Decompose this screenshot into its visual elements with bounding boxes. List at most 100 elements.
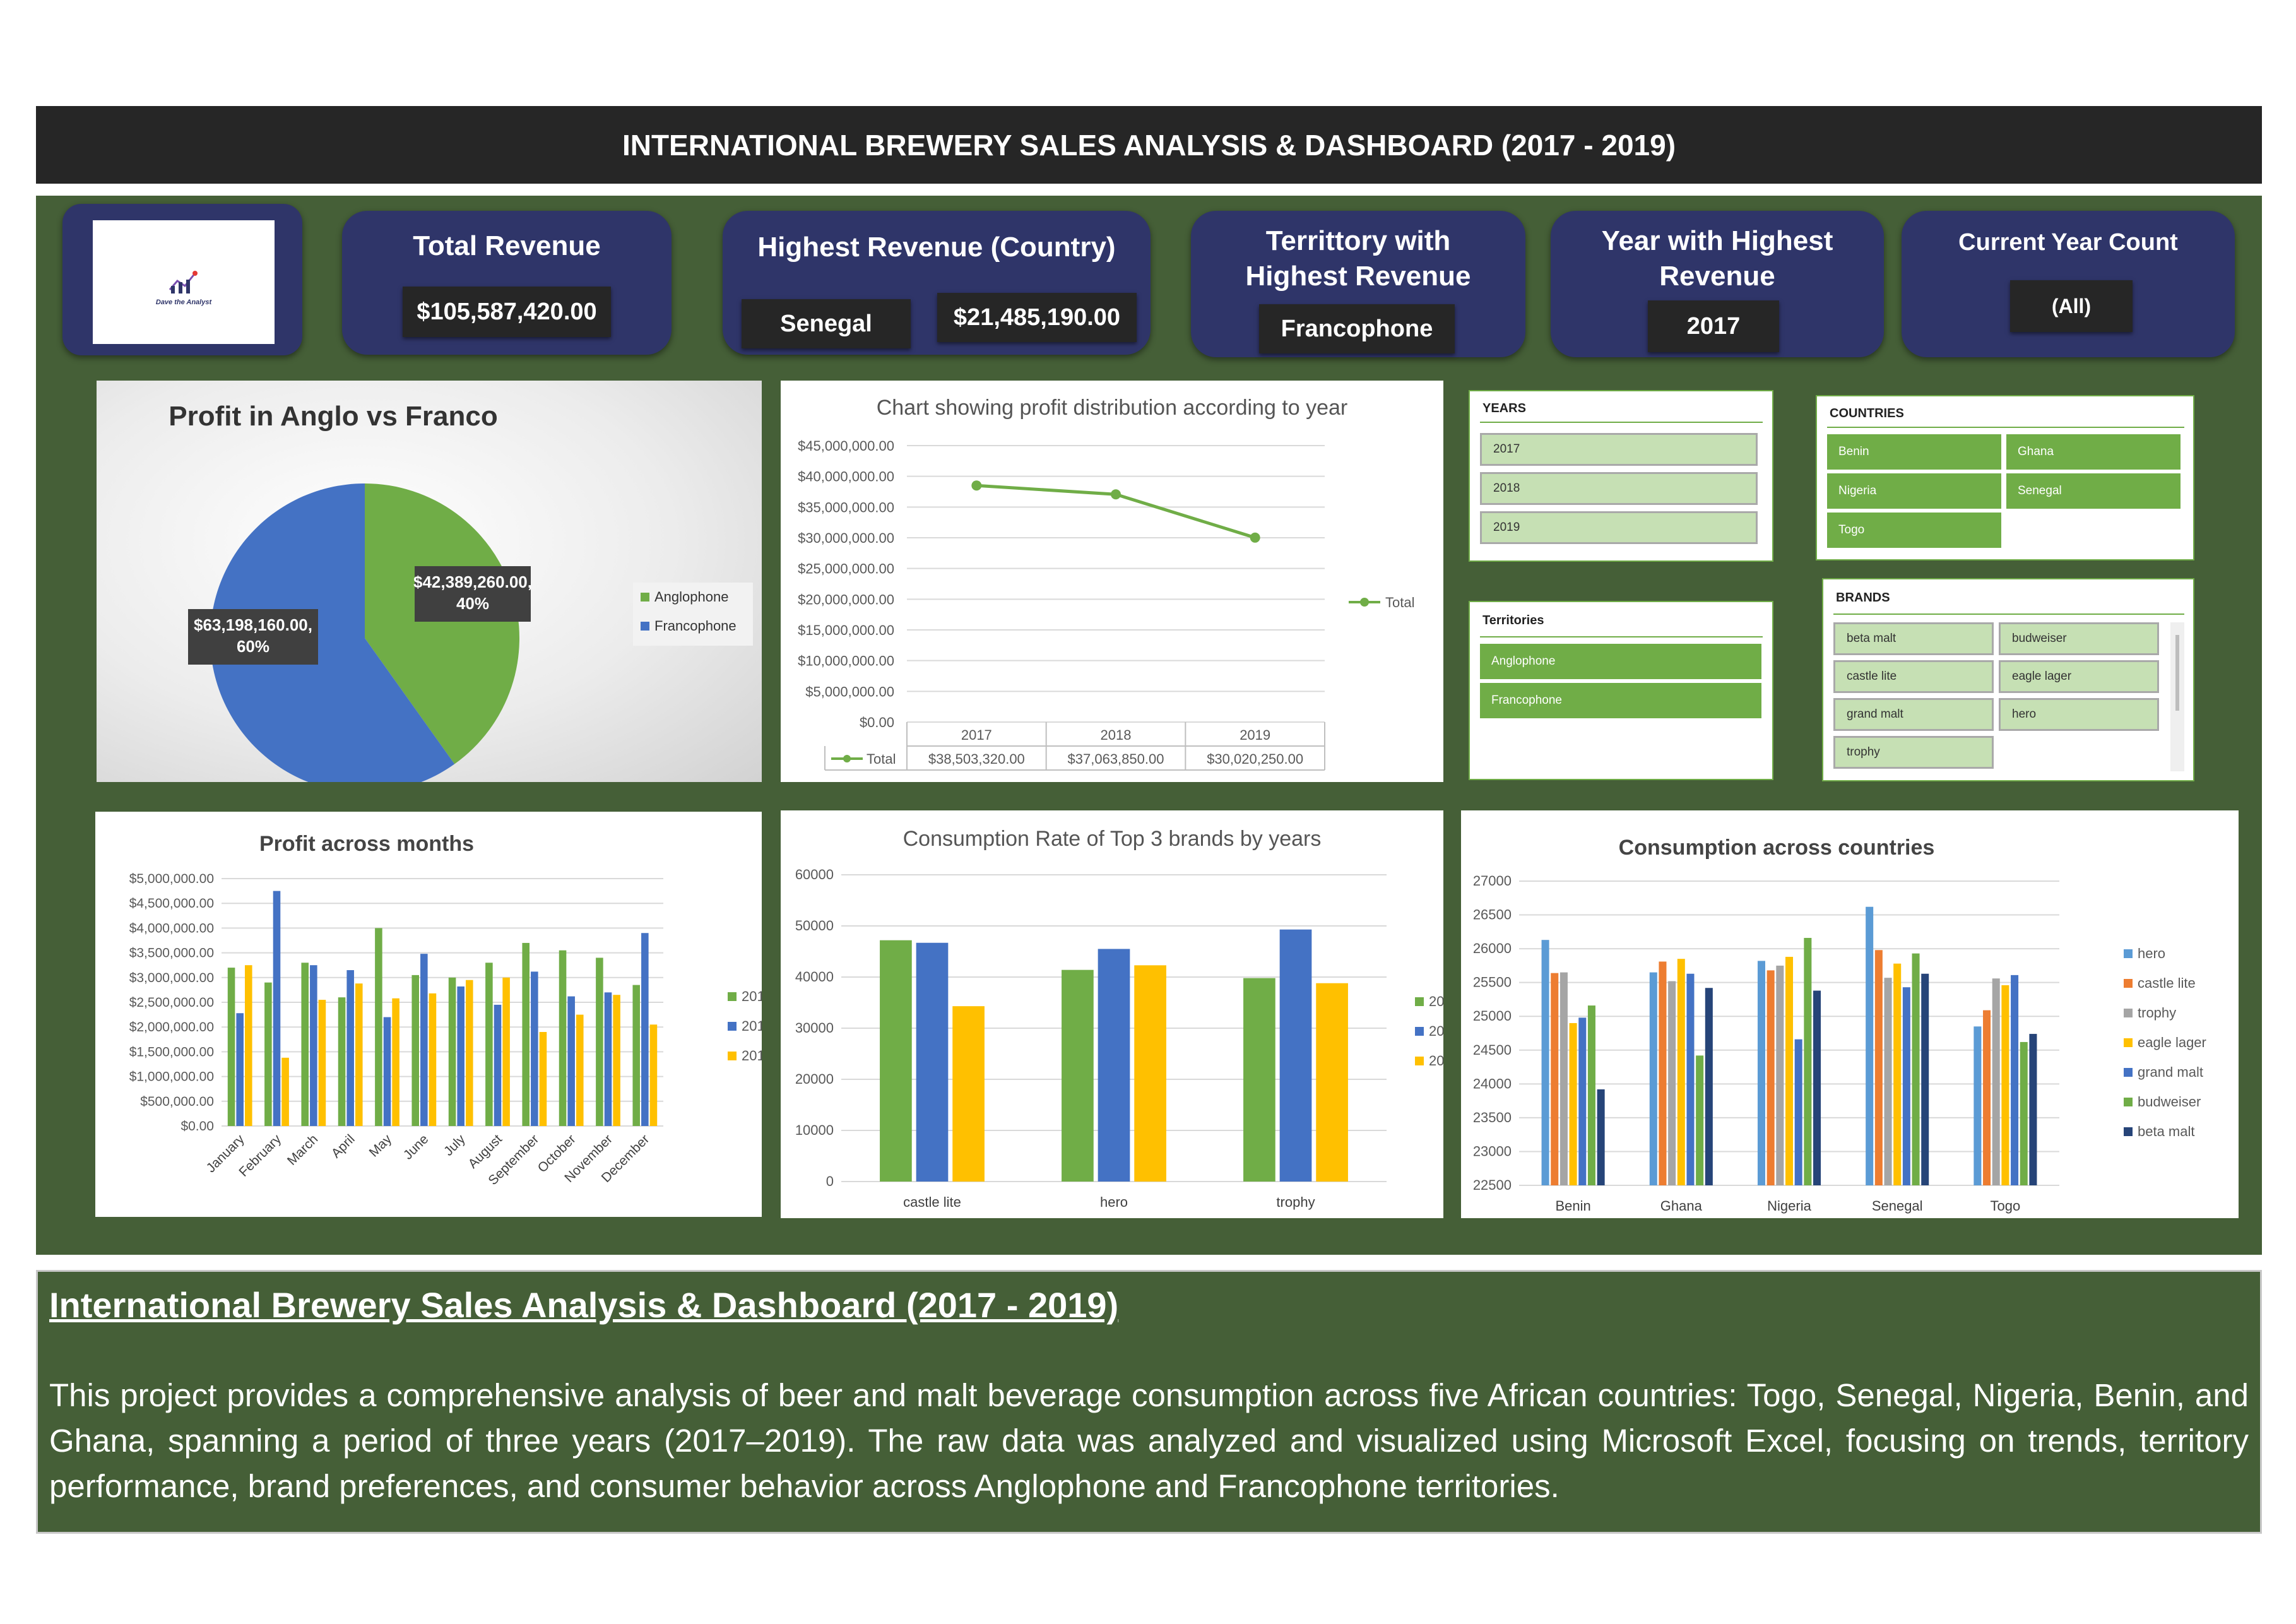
months-bar-2018-december (641, 933, 649, 1126)
brands-bar-2017-castle-lite (880, 940, 912, 1182)
yearly-profit-chart-panel: Chart showing profit distribution accord… (781, 381, 1443, 782)
countries-chart-title: Consumption across countries (1618, 836, 1935, 860)
brand-option-hero[interactable]: hero (1999, 698, 2159, 731)
countries-bar-budweiser-togo (2020, 1041, 2028, 1185)
highest-country-name: Senegal (742, 299, 911, 348)
brands-scrollbar[interactable] (2170, 622, 2184, 771)
brands-slicer: BRANDS beta malt budweiser castle lite e… (1822, 578, 2194, 781)
brands-legend-label-2019: 2019 (1429, 1053, 1443, 1069)
country-option-benin[interactable]: Benin (1827, 434, 2001, 470)
line-xtick-label-2018: 2018 (1101, 727, 1132, 743)
pie-data-label-anglophone-line-1: 40% (456, 594, 489, 613)
line-ytick-label-3: $15,000,000.00 (798, 622, 894, 638)
brand-option-grand-malt[interactable]: grand malt (1833, 698, 1994, 731)
territory-label: Territtory with Highest Revenue (1245, 225, 1471, 292)
country-option-togo[interactable]: Togo (1827, 513, 2001, 548)
line-point-2017 (971, 480, 982, 491)
total-revenue-card: Total Revenue $105,587,420.00 (342, 211, 672, 355)
current-year-card: Current Year Count (All) (1902, 211, 2235, 357)
brand-option-budweiser[interactable]: budweiser (1999, 622, 2159, 655)
months-xtick-label-april: April (329, 1132, 358, 1161)
line-ytick-label-4: $20,000,000.00 (798, 591, 894, 607)
countries-legend-label-eagle-lager: eagle lager (2138, 1034, 2206, 1050)
pie-slice-francophone (210, 483, 455, 782)
brands-bar-2018-trophy (1279, 929, 1312, 1182)
months-legend-label-2017: 2017 (742, 988, 762, 1004)
months-bar-2018-april (346, 970, 354, 1126)
pie-data-label-francophone-line-0: $63,198,160.00, (194, 615, 312, 634)
months-bar-2018-november (604, 992, 612, 1126)
yearly-line-chart: $0.00 $5,000,000.00 $10,000,000.00 $15,000,… (798, 438, 1414, 771)
country-option-ghana[interactable]: Ghana (2006, 434, 2181, 470)
months-bar-2017-november (596, 957, 603, 1126)
countries-bar-trophy-togo (1992, 978, 2000, 1185)
brands-chart-title: Consumption Rate of Top 3 brands by year… (902, 827, 1322, 851)
months-bar-2019-february (281, 1057, 289, 1126)
months-bar-2018-june (420, 954, 428, 1126)
countries-legend-swatch-eagle-lager (2124, 1038, 2133, 1047)
months-bar-2019-august (502, 977, 510, 1126)
countries-bar-beta-malt-senegal (1921, 973, 1929, 1185)
pie-legend-label-anglophone: Anglophone (654, 589, 728, 605)
brand-option-castle-lite[interactable]: castle lite (1833, 660, 1994, 693)
description-title: International Brewery Sales Analysis & D… (49, 1285, 1119, 1325)
brand-option-trophy[interactable]: trophy (1833, 736, 1994, 769)
highest-country-value: $21,485,190.00 (937, 293, 1137, 342)
territory-option-anglophone[interactable]: Anglophone (1480, 644, 1761, 679)
line-table-value-2017: $38,503,320.00 (928, 751, 1025, 767)
pie-legend-swatch-francophone (641, 622, 649, 631)
months-bar-2018-february (273, 891, 281, 1126)
pie-chart: $42,389,260.00, 40% $63,198,160.00, 60% Angl… (188, 483, 753, 782)
countries-bar-eagle-lager-togo (2001, 985, 2009, 1185)
months-bar-2018-july (457, 986, 465, 1126)
brands-bar-chart: 0 10000 20000 30000 40000 50000 60000 castle li… (795, 867, 1443, 1210)
months-bar-2018-october (567, 996, 575, 1126)
months-bar-2019-january (244, 965, 252, 1126)
months-bar-2018-march (310, 965, 317, 1126)
territory-card: Territtory with Highest Revenue Francoph… (1191, 211, 1525, 357)
months-ytick-label-5: $2,500,000.00 (129, 995, 214, 1010)
line-point-2018 (1111, 489, 1121, 500)
territories-slicer-title: Territories (1482, 613, 1544, 627)
current-year-label: Current Year Count (1958, 229, 2178, 256)
line-ytick-label-2: $10,000,000.00 (798, 653, 894, 669)
countries-bar-trophy-nigeria (1776, 965, 1784, 1185)
months-xtick-label-june: June (401, 1132, 431, 1162)
months-legend-label-2019: 2019 (742, 1048, 762, 1064)
months-bar-2017-january (227, 968, 235, 1126)
country-option-nigeria[interactable]: Nigeria (1827, 473, 2001, 509)
line-ytick-label-7: $35,000,000.00 (798, 499, 894, 515)
year-option-2018[interactable]: 2018 (1480, 472, 1758, 505)
year-option-2019[interactable]: 2019 (1480, 511, 1758, 544)
brands-bar-2017-hero (1062, 969, 1094, 1182)
countries-xtick-label-benin: Benin (1555, 1198, 1590, 1214)
countries-bar-grand-malt-senegal (1902, 987, 1910, 1185)
line-table-value-2019: $30,020,250.00 (1207, 751, 1303, 767)
line-ytick-label-8: $40,000,000.00 (798, 469, 894, 485)
current-year-value[interactable]: (All) (2010, 280, 2133, 332)
months-ytick-label-3: $1,500,000.00 (129, 1045, 214, 1059)
months-bar-2019-may (392, 998, 399, 1126)
months-legend-swatch-2017 (728, 992, 737, 1001)
brand-option-eagle-lager[interactable]: eagle lager (1999, 660, 2159, 693)
country-option-senegal[interactable]: Senegal (2006, 473, 2181, 509)
countries-legend-label-grand-malt: grand malt (2138, 1064, 2203, 1080)
months-bar-2018-august (494, 1004, 502, 1126)
pie-legend-label-francophone: Francophone (654, 618, 737, 634)
line-ytick-label-5: $25,000,000.00 (798, 561, 894, 577)
years-slicer: YEARS 2017 2018 2019 (1469, 390, 1773, 562)
brand-option-beta-malt[interactable]: beta malt (1833, 622, 1994, 655)
countries-ytick-label-5: 25000 (1473, 1008, 1512, 1024)
year-option-2017[interactable]: 2017 (1480, 433, 1758, 466)
countries-bar-castle-lite-ghana (1659, 961, 1667, 1185)
pie-data-label-box-anglophone (415, 566, 531, 622)
months-bar-2018-may (383, 1017, 391, 1126)
countries-ytick-label-9: 27000 (1473, 873, 1512, 889)
brands-chart-panel: Consumption Rate of Top 3 brands by year… (781, 810, 1443, 1218)
countries-bar-grand-malt-benin (1578, 1017, 1587, 1185)
countries-ytick-label-8: 26500 (1473, 907, 1512, 923)
territory-option-francophone[interactable]: Francophone (1480, 683, 1761, 718)
months-bar-2019-september (539, 1032, 547, 1126)
countries-legend-label-hero: hero (2138, 945, 2165, 961)
months-bar-2017-september (522, 942, 530, 1126)
